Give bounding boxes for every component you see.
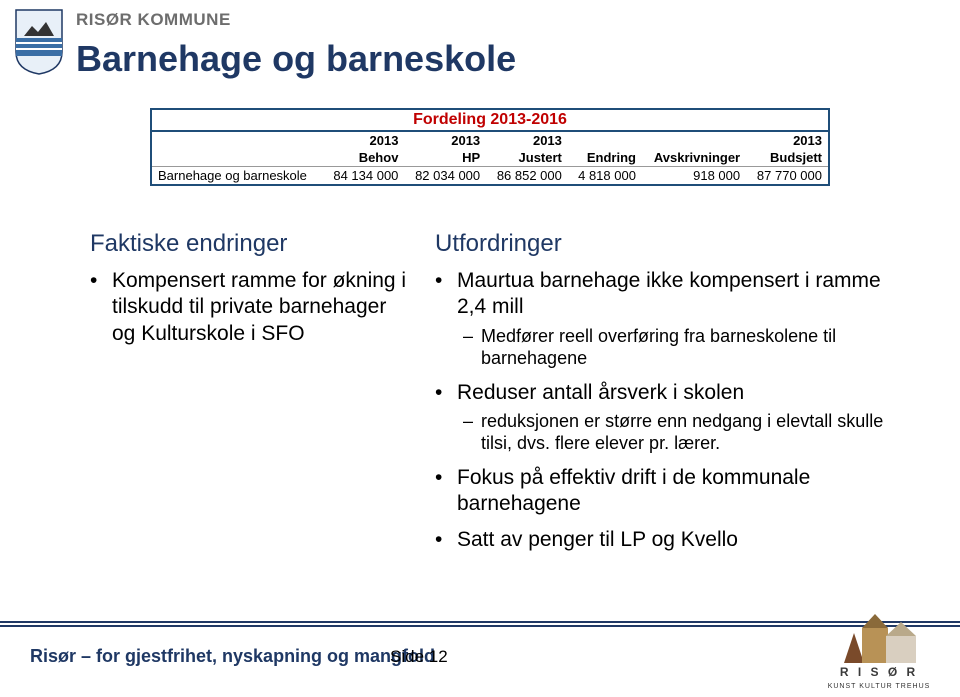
svg-text:R I S Ø R: R I S Ø R <box>840 665 918 679</box>
sub-item: reduksjonen er større enn nedgang i elev… <box>457 410 890 455</box>
right-bullets: Maurtua barnehage ikke kompensert i ramm… <box>435 268 890 554</box>
footer-logo-caption: KUNST KULTUR TREHUS <box>824 683 934 690</box>
bullet-text: Satt av penger til LP og Kvello <box>457 528 738 551</box>
row-val-5: 87 770 000 <box>746 167 829 186</box>
footer-divider <box>0 621 960 627</box>
bullet-text: Maurtua barnehage ikke kompensert i ramm… <box>457 269 881 318</box>
col-5-l1 <box>642 131 746 149</box>
col-6-l1: 2013 <box>746 131 829 149</box>
col-6-l2: Budsjett <box>746 149 829 167</box>
row-val-0: 84 134 000 <box>323 167 405 186</box>
row-val-3: 4 818 000 <box>568 167 642 186</box>
col-1-l2: Behov <box>323 149 405 167</box>
table-title: Fordeling 2013-2016 <box>150 108 830 130</box>
header-text-block: RISØR KOMMUNE Barnehage og barneskole <box>76 8 516 80</box>
org-name: RISØR KOMMUNE <box>76 10 516 30</box>
budget-table: 2013 2013 2013 2013 Behov HP Justert End… <box>150 130 830 186</box>
left-title: Faktiske endringer <box>90 230 415 258</box>
sub-list: reduksjonen er større enn nedgang i elev… <box>457 410 890 455</box>
col-1-l1: 2013 <box>323 131 405 149</box>
slide-header: RISØR KOMMUNE Barnehage og barneskole <box>14 8 516 80</box>
sub-item: Medfører reell overføring fra barneskole… <box>457 325 890 370</box>
table-header: 2013 2013 2013 2013 Behov HP Justert End… <box>151 131 829 167</box>
col-5-l2: Avskrivninger <box>642 149 746 167</box>
col-0-l1 <box>151 131 323 149</box>
municipal-crest-icon <box>14 8 64 76</box>
left-column: Faktiske endringer Kompensert ramme for … <box>90 230 415 564</box>
col-2-l1: 2013 <box>404 131 486 149</box>
slide-title: Barnehage og barneskole <box>76 38 516 80</box>
right-column: Utfordringer Maurtua barnehage ikke komp… <box>435 230 890 564</box>
col-3-l2: Justert <box>486 149 568 167</box>
sub-list: Medfører reell overføring fra barneskole… <box>457 325 890 370</box>
list-item: Kompensert ramme for økning i tilskudd t… <box>90 268 415 347</box>
row-val-2: 86 852 000 <box>486 167 568 186</box>
row-label: Barnehage og barneskole <box>151 167 323 186</box>
table-row: Barnehage og barneskole 84 134 000 82 03… <box>151 167 829 186</box>
col-4-l1 <box>568 131 642 149</box>
row-val-4: 918 000 <box>642 167 746 186</box>
col-0-l2 <box>151 149 323 167</box>
col-3-l1: 2013 <box>486 131 568 149</box>
left-bullets: Kompensert ramme for økning i tilskudd t… <box>90 268 415 347</box>
list-item: Maurtua barnehage ikke kompensert i ramm… <box>435 268 890 370</box>
col-2-l2: HP <box>404 149 486 167</box>
bullet-text: Reduser antall årsverk i skolen <box>457 381 744 404</box>
list-item: Reduser antall årsverk i skolen reduksjo… <box>435 380 890 455</box>
col-4-l2: Endring <box>568 149 642 167</box>
bullet-text: Fokus på effektiv drift i de kommunale b… <box>457 466 810 515</box>
allocation-table: Fordeling 2013-2016 2013 2013 2013 2013 … <box>150 108 830 186</box>
list-item: Satt av penger til LP og Kvello <box>435 527 890 553</box>
page-number: Side 12 <box>390 647 448 667</box>
list-item: Fokus på effektiv drift i de kommunale b… <box>435 465 890 518</box>
footer-logo-icon: R I S Ø R <box>824 608 934 683</box>
content-columns: Faktiske endringer Kompensert ramme for … <box>90 230 890 564</box>
right-title: Utfordringer <box>435 230 890 258</box>
footer-motto: Risør – for gjestfrihet, nyskapning og m… <box>30 646 435 667</box>
row-val-1: 82 034 000 <box>404 167 486 186</box>
